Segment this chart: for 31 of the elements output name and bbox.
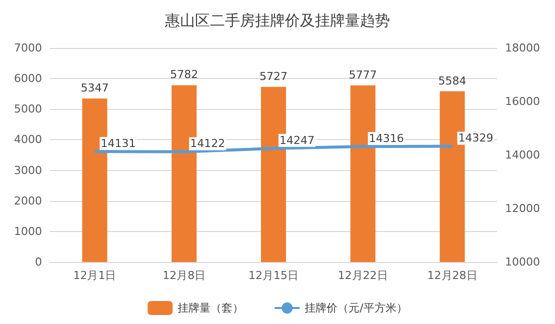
y-tick-label: 3000 [14,164,42,177]
x-tick-label: 12月8日 [162,269,206,282]
y-tick-label: 2000 [14,194,42,208]
legend-label: 挂牌量（套） [178,302,244,314]
y-tick-label: 4000 [14,133,42,146]
y-tick-label: 7000 [14,42,42,54]
data-label: 14247 [280,134,314,147]
y-tick-label: 6000 [14,72,42,86]
data-label: 5584 [438,74,466,88]
y-tick-label: 0 [35,256,42,268]
x-tick-label: 12月15日 [248,269,298,282]
data-label: 14131 [100,136,136,150]
data-label: 5777 [348,68,377,82]
data-label: 14122 [190,137,226,150]
x-tick-label: 12月1日 [73,269,116,282]
data-label: 5727 [260,70,288,83]
x-tick-label: 12月22日 [338,269,388,282]
y2-tick-label: 14000 [505,148,540,162]
data-label: 14329 [458,132,494,145]
y2-tick-label: 12000 [505,202,540,215]
data-label: 14316 [368,132,404,146]
chart-title: 惠山区二手房挂牌价及挂牌量趋势 [164,12,390,30]
y2-tick-label: 18000 [505,42,540,54]
y2-tick-label: 16000 [505,95,540,108]
y2-tick-label: 10000 [505,256,540,268]
data-label: 5782 [170,68,198,82]
y-tick-label: 1000 [14,224,42,238]
data-label: 5347 [80,82,109,95]
x-tick-label: 12月28日 [427,269,478,282]
legend-label: 挂牌价（元/平方米） [304,302,408,314]
y-tick-label: 5000 [14,102,42,116]
